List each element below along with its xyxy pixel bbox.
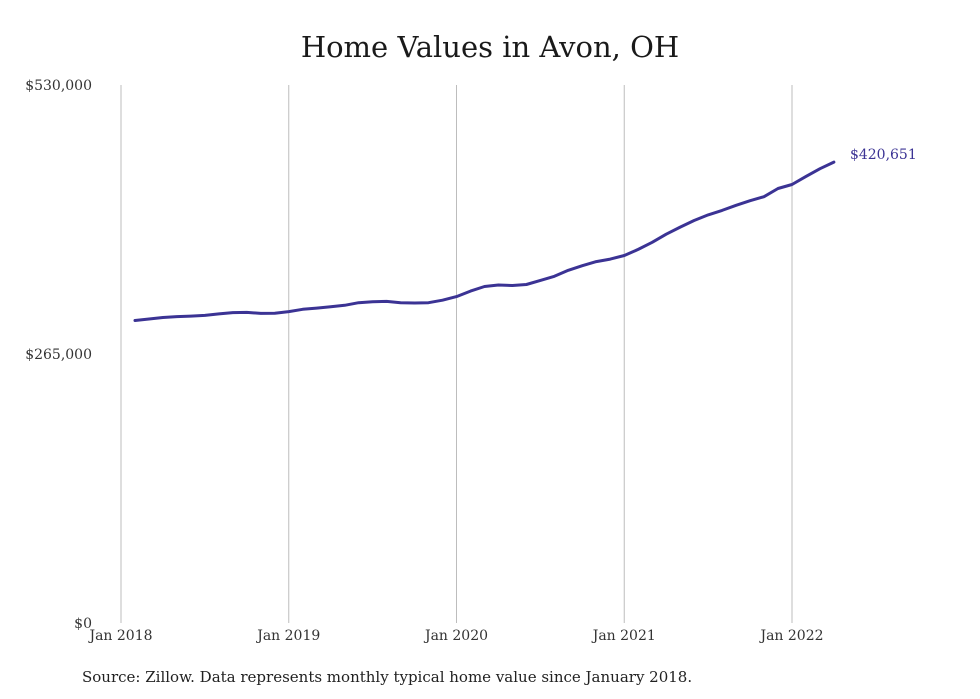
y-axis-ticks: $0 $265,000 $530,000 bbox=[25, 78, 92, 632]
series-group bbox=[133, 160, 836, 322]
series-line bbox=[133, 160, 836, 322]
y-tick-label: $265,000 bbox=[25, 347, 92, 363]
chart-title: Home Values in Avon, OH bbox=[300, 30, 680, 64]
data-labels: $420,651 bbox=[850, 147, 917, 163]
y-tick-label: $530,000 bbox=[25, 78, 92, 94]
x-tick-label: Jan 2018 bbox=[87, 628, 152, 644]
x-tick-label: Jan 2022 bbox=[758, 628, 823, 644]
x-axis-ticks: Jan 2018 Jan 2019 Jan 2020 Jan 2021 Jan 2022 bbox=[87, 628, 823, 644]
y-tick-label: $0 bbox=[74, 616, 92, 632]
x-tick-label: Jan 2019 bbox=[255, 628, 320, 644]
x-tick-label: Jan 2021 bbox=[591, 628, 656, 644]
source-note: Source: Zillow. Data represents monthly … bbox=[82, 668, 693, 686]
gridlines bbox=[120, 85, 793, 623]
end-value-label: $420,651 bbox=[850, 147, 917, 163]
x-tick-label: Jan 2020 bbox=[423, 628, 488, 644]
